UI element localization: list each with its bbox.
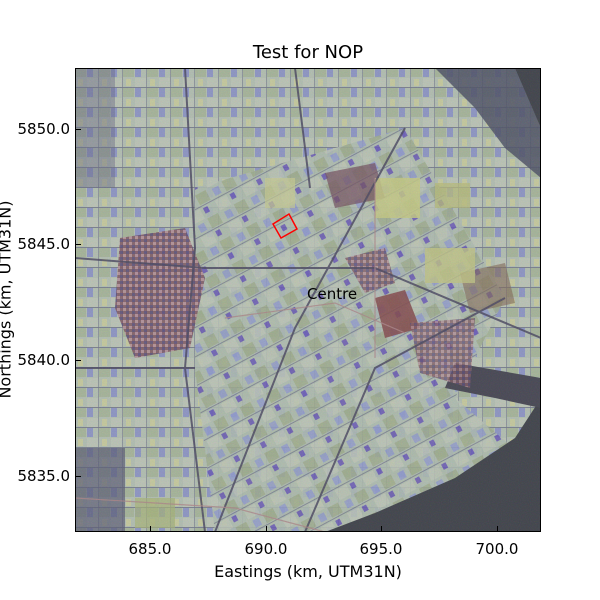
x-tick-mark bbox=[497, 526, 498, 532]
y-tick-mark bbox=[75, 360, 81, 361]
x-axis-label: Eastings (km, UTM31N) bbox=[214, 562, 402, 581]
y-tick-label: 5850.0 bbox=[17, 120, 71, 138]
x-tick-mark bbox=[381, 526, 382, 532]
centre-label: Centre bbox=[307, 285, 358, 303]
x-tick-label: 695.0 bbox=[359, 540, 403, 558]
y-tick-label: 5835.0 bbox=[17, 467, 71, 485]
y-tick-label: 5840.0 bbox=[17, 351, 71, 369]
map-title: Test for NOP bbox=[252, 42, 364, 63]
x-tick-mark bbox=[266, 526, 267, 532]
red-marker bbox=[271, 212, 299, 240]
x-tick-label: 690.0 bbox=[244, 540, 288, 558]
x-tick-label: 700.0 bbox=[475, 540, 519, 558]
sar-image bbox=[75, 68, 541, 532]
y-tick-mark bbox=[75, 129, 81, 130]
x-tick-label: 685.0 bbox=[128, 540, 172, 558]
x-tick-mark bbox=[150, 526, 151, 532]
y-tick-label: 5845.0 bbox=[17, 235, 71, 253]
y-tick-mark bbox=[75, 244, 81, 245]
y-axis-label: Northings (km, UTM31N) bbox=[0, 200, 15, 399]
y-tick-mark bbox=[75, 476, 81, 477]
map-plot-area[interactable] bbox=[75, 68, 541, 532]
